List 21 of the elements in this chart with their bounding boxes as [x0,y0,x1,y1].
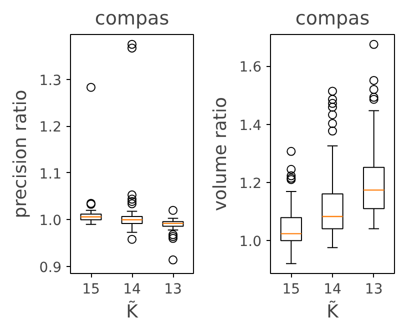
y-tick-label: 1.6 [239,60,262,76]
y-axis-title: volume ratio [210,97,232,211]
x-tick-label: 14 [123,282,141,298]
y-tick-label: 1.3 [39,72,62,89]
y-tick-label: 1.2 [39,120,62,136]
chart-title: compas [295,8,370,30]
x-axis-title: K̃ [126,300,140,322]
y-tick-label: 1.0 [239,234,262,250]
x-tick-label: 15 [282,282,300,298]
y-tick-label: 1.4 [239,118,262,134]
y-axis-title: precision ratio [10,90,32,218]
x-tick-label: 15 [82,282,100,298]
y-tick-label: 1.0 [39,213,62,230]
x-tick-label: 13 [164,282,182,298]
y-tick-label: 0.9 [39,260,62,276]
x-tick-label: 13 [364,282,383,298]
y-tick-label: 1.2 [239,176,262,192]
y-tick-label: 1.1 [39,166,62,182]
x-axis-title: K̃ [326,300,340,322]
chart-title: compas [94,8,170,30]
x-tick-label: 14 [324,282,342,298]
